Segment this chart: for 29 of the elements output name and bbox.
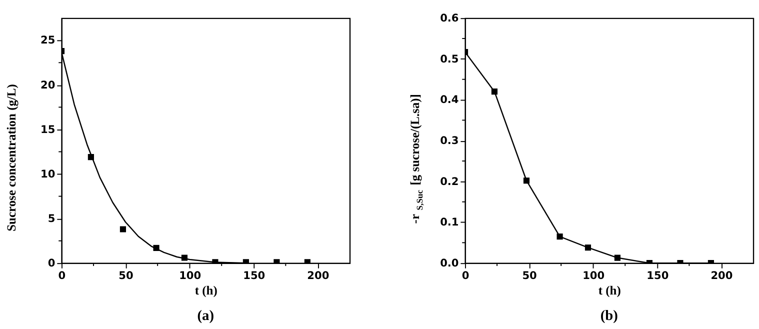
y-tick-label: 0.3: [440, 134, 459, 147]
x-tick-label: 0: [58, 270, 66, 282]
y-tick-label: 15: [40, 124, 56, 136]
y-tick-label: 0: [48, 257, 56, 270]
x-tick-label: 50: [118, 270, 134, 282]
y-tick-label: 0.1: [440, 216, 459, 229]
y-tick-label: 0.2: [440, 176, 459, 188]
x-axis-title: t (h): [194, 283, 218, 298]
x-tick-label: 200: [307, 270, 330, 282]
x-tick-label: 200: [710, 270, 733, 282]
y-tick-label: 0.6: [440, 12, 459, 24]
y-tick-label: 0.5: [440, 53, 459, 66]
x-tick-label: 150: [646, 270, 669, 282]
text: (a): [197, 308, 214, 324]
x-tick-label: 50: [522, 270, 537, 282]
y-tick-label: 10: [40, 168, 56, 180]
x-axis-title: t (h): [598, 283, 621, 298]
x-tick-label: 100: [179, 270, 202, 282]
x-tick-label: 150: [243, 270, 266, 282]
y-tick-label: 5: [48, 212, 56, 225]
y-tick-label: 25: [40, 34, 56, 47]
y-axis-title: -rS,Suc [g sucrose/(L.sa)]: [408, 94, 425, 224]
y-tick-label: 20: [40, 79, 56, 92]
y-tick-label: 0.0: [440, 257, 459, 270]
y-tick-label: 0.4: [440, 94, 459, 106]
x-tick-label: 0: [462, 270, 470, 282]
y-axis-title: Sucrose concentration (g/L): [4, 84, 18, 232]
text: (b): [600, 308, 618, 324]
x-tick-label: 100: [582, 270, 605, 282]
